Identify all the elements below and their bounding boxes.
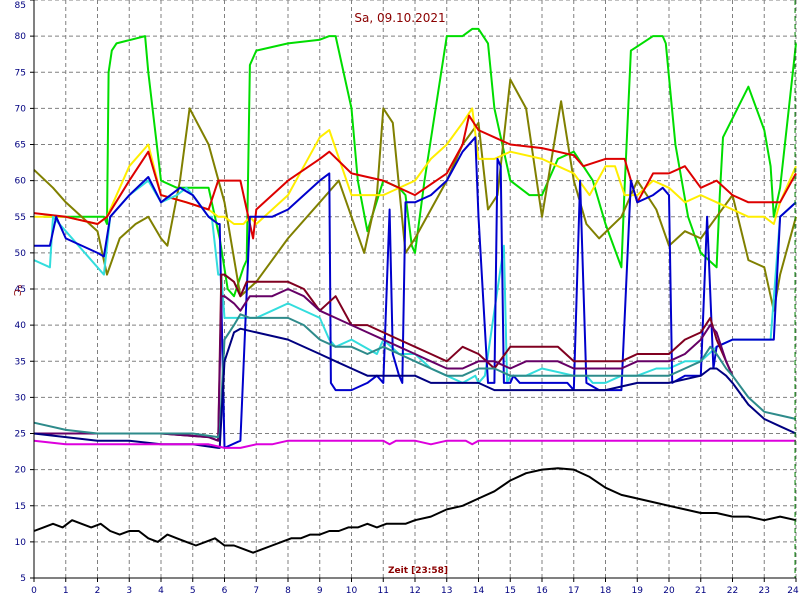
chart-title: Sa, 09.10.2021	[354, 11, 445, 25]
x-tick-label-23: 23	[759, 586, 770, 596]
x-tick-label-11: 11	[378, 586, 389, 596]
y-tick-label-6: 35	[15, 357, 26, 367]
y-tick-label-16: 85	[15, 1, 26, 11]
series-line-7	[34, 288, 734, 442]
y-tick-label-2: 15	[15, 502, 26, 512]
y-tick-label-3: 20	[15, 466, 27, 476]
x-tick-label-9: 9	[317, 586, 323, 596]
x-tick-label-24: 24	[787, 586, 799, 596]
x-axis-label: Zeit [23:58]	[388, 566, 448, 576]
axes	[30, 0, 797, 582]
y-tick-label-5: 30	[15, 393, 27, 403]
x-tick-label-21: 21	[695, 586, 706, 596]
series-lines	[33, 27, 797, 554]
series-line-9	[33, 327, 797, 449]
x-tick-label-5: 5	[190, 586, 196, 596]
x-tick-label-22: 22	[727, 586, 738, 596]
y-tick-label-9: 50	[15, 249, 27, 259]
y-tick-label-14: 75	[15, 68, 26, 78]
x-tick-label-17: 17	[568, 586, 579, 596]
x-tick-label-0: 0	[31, 586, 37, 596]
series-line-1	[33, 78, 797, 312]
y-tick-label-7: 40	[15, 321, 27, 331]
y-tick-label-15: 80	[15, 32, 27, 42]
series-line-3	[33, 114, 797, 240]
series-line-4	[33, 179, 797, 384]
x-tick-label-6: 6	[222, 586, 228, 596]
y-tick-label-12: 65	[15, 141, 26, 151]
x-tick-label-8: 8	[285, 586, 291, 596]
x-tick-label-19: 19	[632, 586, 644, 596]
x-tick-label-14: 14	[473, 586, 485, 596]
x-tick-label-13: 13	[441, 586, 452, 596]
x-tick-label-7: 7	[253, 586, 259, 596]
x-tick-label-12: 12	[409, 586, 420, 596]
x-tick-label-18: 18	[600, 586, 612, 596]
y-tick-label-11: 60	[15, 177, 27, 187]
y-tick-label-1: 10	[15, 538, 27, 548]
x-tick-label-3: 3	[126, 586, 132, 596]
series-line-6	[34, 273, 734, 442]
x-tick-label-1: 1	[63, 586, 69, 596]
x-tick-label-15: 15	[505, 586, 516, 596]
y-tick-label-8: 45	[15, 285, 26, 295]
x-tick-label-20: 20	[663, 586, 675, 596]
series-line-0	[43, 27, 797, 298]
y-tick-label-13: 70	[15, 104, 27, 114]
x-tick-label-4: 4	[158, 586, 164, 596]
y-tick-label-0: 5	[20, 574, 26, 584]
x-tick-label-16: 16	[536, 586, 548, 596]
y-tick-label-10: 55	[15, 213, 26, 223]
series-line-5	[34, 136, 797, 449]
y-axis-label: °C	[11, 284, 22, 296]
x-tick-label-10: 10	[346, 586, 358, 596]
series-line-8	[33, 313, 797, 439]
y-tick-label-4: 25	[15, 430, 26, 440]
x-tick-label-2: 2	[95, 586, 101, 596]
series-line-11	[33, 467, 797, 554]
series-line-10	[33, 439, 796, 449]
